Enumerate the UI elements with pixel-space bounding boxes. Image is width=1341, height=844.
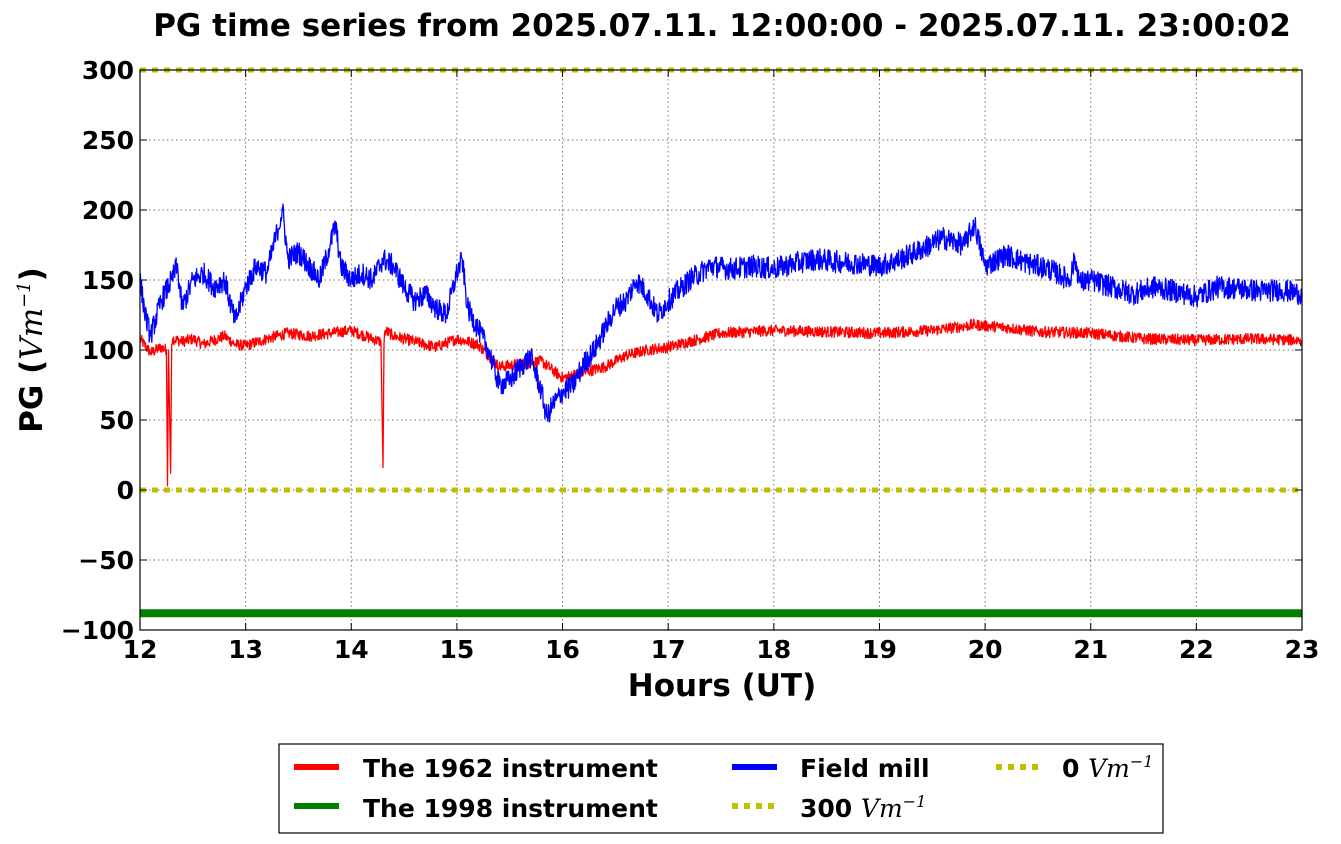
- y-tick-label: 300: [82, 56, 134, 85]
- series-line-the-1962-instrument: [139, 318, 1303, 487]
- x-tick-label: 21: [1073, 635, 1108, 664]
- y-axis: −100 −50 0 50 100 150 200 250 300: [61, 56, 1302, 645]
- x-tick-label: 13: [228, 635, 263, 664]
- legend-label-0: 0 Vm−1: [1062, 752, 1153, 783]
- x-tick-label: 20: [968, 635, 1003, 664]
- legend: The 1962 instrument The 1998 instrument …: [278, 743, 1164, 834]
- x-tick-label: 12: [123, 635, 158, 664]
- x-tick-label: 14: [334, 635, 369, 664]
- x-axis: 12 13 14 15 16 17 18 19 20 21 22 23: [123, 70, 1320, 664]
- legend-label-0-exp: −1: [1130, 752, 1154, 771]
- grid: [139, 69, 1303, 631]
- y-tick-label: 100: [82, 336, 134, 365]
- y-tick-label: −50: [78, 546, 134, 575]
- y-axis-label-exp: −1: [14, 281, 35, 308]
- legend-label-1998: The 1998 instrument: [363, 794, 658, 823]
- legend-label-1962: The 1962 instrument: [363, 754, 658, 783]
- y-tick-label: −100: [61, 616, 134, 645]
- legend-label-300-unit: Vm: [861, 794, 903, 823]
- x-tick-label: 19: [862, 635, 897, 664]
- y-tick-label: 200: [82, 196, 134, 225]
- x-tick-label: 18: [756, 635, 791, 664]
- y-tick-label: 0: [117, 476, 134, 505]
- legend-label-300: 300 Vm−1: [800, 792, 926, 823]
- legend-label-300-value: 300: [800, 794, 852, 823]
- x-tick-label: 15: [440, 635, 475, 664]
- x-axis-label: Hours (UT): [628, 668, 817, 704]
- series-line-field-mill: [139, 203, 1303, 423]
- y-tick-label: 150: [82, 266, 134, 295]
- y-axis-label-suffix: ): [14, 267, 50, 281]
- x-tick-label: 22: [1179, 635, 1214, 664]
- legend-label-field-mill: Field mill: [800, 754, 930, 783]
- x-tick-label: 16: [545, 635, 580, 664]
- legend-label-0-value: 0: [1062, 754, 1079, 783]
- legend-label-300-exp: −1: [903, 792, 927, 811]
- x-tick-label: 17: [651, 635, 686, 664]
- y-tick-label: 250: [82, 126, 134, 155]
- x-tick-label: 23: [1285, 635, 1320, 664]
- legend-box: [278, 743, 1164, 834]
- y-axis-label-unit: Vm: [14, 308, 50, 360]
- y-axis-label-prefix: PG (: [14, 360, 50, 433]
- series-lines: [139, 203, 1303, 618]
- y-tick-label: 50: [99, 406, 134, 435]
- legend-label-0-unit: Vm: [1088, 754, 1130, 783]
- y-axis-label: PG (Vm−1): [14, 267, 50, 433]
- chart-title: PG time series from 2025.07.11. 12:00:00…: [153, 8, 1291, 44]
